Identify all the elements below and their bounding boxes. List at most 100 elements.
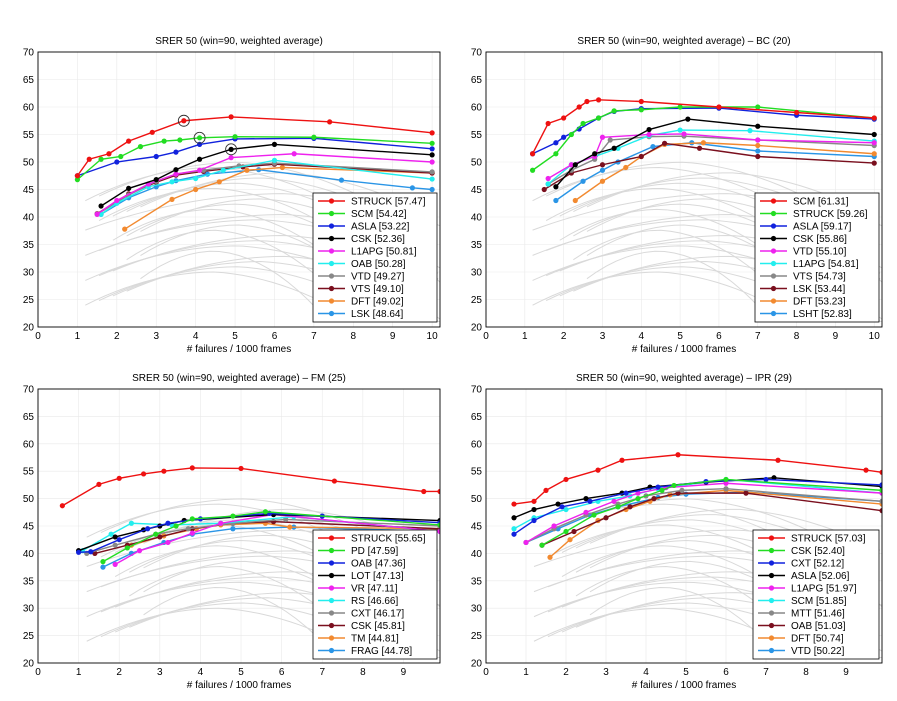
legend-entry: TM [44.81] bbox=[351, 634, 399, 645]
data-point bbox=[196, 135, 203, 141]
data-point bbox=[755, 123, 761, 129]
data-point bbox=[543, 487, 549, 493]
y-tick-label: 45 bbox=[23, 522, 35, 533]
legend-entry: VTS [54.73] bbox=[793, 272, 846, 283]
data-point bbox=[161, 468, 167, 474]
plot-frame bbox=[37, 51, 441, 328]
y-tick-label: 60 bbox=[23, 103, 35, 114]
data-point bbox=[563, 528, 569, 535]
legend-swatch-marker bbox=[328, 647, 335, 654]
data-point bbox=[291, 151, 297, 157]
y-tick-label: 30 bbox=[471, 268, 483, 279]
legend-swatch-marker bbox=[768, 635, 775, 641]
data-point bbox=[112, 561, 118, 567]
data-point bbox=[511, 515, 517, 521]
x-tick-label: 4 bbox=[198, 667, 204, 678]
legend-swatch-marker bbox=[770, 198, 777, 204]
data-point bbox=[646, 131, 652, 138]
data-point bbox=[157, 534, 163, 540]
legend-entry: OAB [50.28] bbox=[351, 259, 406, 270]
data-point bbox=[173, 523, 179, 529]
data-point bbox=[177, 137, 183, 143]
legend-entry: CSK [52.40] bbox=[791, 546, 845, 557]
legend-entry: SCM [54.42] bbox=[351, 209, 407, 220]
legend-entry: LSK [53.44] bbox=[793, 284, 845, 295]
selected-point-marker bbox=[225, 143, 238, 156]
data-point bbox=[126, 185, 132, 191]
data-point bbox=[531, 506, 537, 513]
data-point bbox=[671, 482, 677, 489]
data-point bbox=[238, 465, 244, 472]
legend-swatch-marker bbox=[328, 572, 335, 579]
data-point bbox=[128, 520, 134, 526]
data-point bbox=[871, 151, 877, 157]
data-point bbox=[572, 197, 578, 204]
data-point bbox=[437, 528, 440, 535]
y-tick-label: 60 bbox=[471, 103, 483, 114]
data-point bbox=[723, 480, 729, 486]
data-point bbox=[583, 509, 589, 515]
data-point bbox=[623, 490, 629, 496]
data-point bbox=[331, 478, 338, 484]
data-point bbox=[603, 515, 609, 521]
data-point bbox=[583, 496, 589, 502]
legend-swatch-marker bbox=[768, 647, 775, 654]
data-point bbox=[531, 498, 537, 504]
data-point bbox=[679, 487, 685, 493]
data-point bbox=[228, 114, 234, 120]
data-point bbox=[173, 167, 179, 173]
x-tick-label: 3 bbox=[157, 667, 163, 678]
data-point bbox=[228, 146, 234, 152]
data-point bbox=[421, 488, 427, 495]
data-point bbox=[108, 531, 114, 537]
data-point bbox=[230, 526, 236, 532]
data-point bbox=[685, 116, 691, 122]
data-point bbox=[94, 211, 100, 217]
data-point bbox=[228, 155, 234, 161]
x-tick-label: 10 bbox=[869, 331, 881, 342]
legend-swatch-marker bbox=[768, 597, 775, 604]
x-tick-label: 0 bbox=[483, 667, 489, 678]
legend: SCM [61.31]STRUCK [59.26] ASLA [59.17]CSK… bbox=[754, 192, 880, 323]
x-tick-label: 1 bbox=[76, 667, 82, 678]
data-point bbox=[650, 144, 656, 150]
data-point bbox=[599, 178, 606, 184]
y-tick-label: 70 bbox=[23, 48, 35, 59]
data-point bbox=[124, 545, 130, 551]
data-point bbox=[568, 131, 575, 138]
y-tick-label: 40 bbox=[471, 549, 483, 560]
background-curve bbox=[589, 508, 881, 551]
chart-panel-3: SRER 50 (win=90, weighted average) – FM … bbox=[23, 373, 441, 691]
data-point bbox=[611, 498, 617, 504]
legend-swatch-marker bbox=[328, 622, 335, 629]
data-point bbox=[218, 520, 224, 526]
data-point bbox=[216, 179, 222, 185]
legend-entry: DFT [53.23] bbox=[793, 297, 846, 308]
data-point bbox=[153, 153, 159, 160]
data-point bbox=[232, 134, 238, 140]
data-point bbox=[531, 517, 537, 524]
data-point bbox=[327, 119, 333, 125]
data-point bbox=[193, 175, 199, 182]
x-tick-label: 10 bbox=[427, 331, 439, 342]
data-point bbox=[723, 476, 729, 483]
data-point bbox=[106, 151, 112, 157]
data-point bbox=[220, 167, 226, 173]
data-point bbox=[553, 151, 559, 157]
data-point bbox=[116, 537, 122, 543]
data-point bbox=[140, 471, 147, 477]
legend-entry: VTS [49.10] bbox=[351, 284, 404, 295]
data-point bbox=[584, 98, 590, 105]
data-point bbox=[137, 144, 144, 150]
legend-entry: CXT [52.12] bbox=[791, 559, 844, 570]
data-point bbox=[59, 503, 65, 509]
legend-swatch-marker bbox=[328, 560, 335, 566]
data-point bbox=[338, 177, 345, 183]
y-tick-label: 30 bbox=[471, 604, 483, 615]
legend: STRUCK [55.65]PD [47.59] OAB [47.36]LOT [… bbox=[312, 529, 438, 660]
y-tick-label: 45 bbox=[471, 185, 483, 196]
legend-swatch-marker bbox=[770, 273, 777, 279]
legend-entry: MTT [51.46] bbox=[791, 609, 845, 620]
data-point bbox=[599, 167, 606, 173]
data-point bbox=[700, 140, 707, 146]
